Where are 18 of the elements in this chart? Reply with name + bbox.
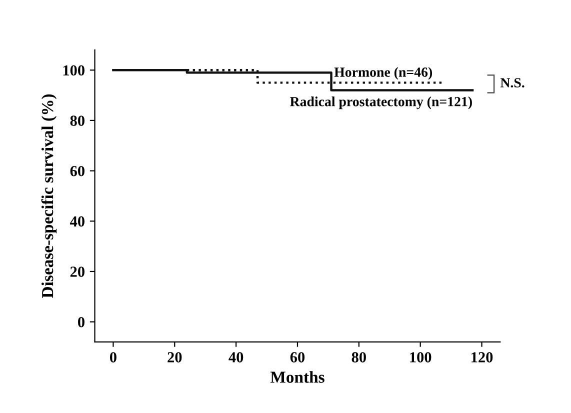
y-tick-label: 0	[78, 316, 84, 328]
text: N.S.	[500, 78, 524, 88]
x-tick-label: 40	[228, 352, 244, 362]
x-tick-label: 120	[472, 352, 493, 362]
y-axis-title: Disease-specific survival (%)	[41, 94, 57, 298]
x-tick-label: 60	[290, 352, 305, 362]
y-tick-label: 20	[70, 266, 84, 277]
x-tick-label: 100	[410, 352, 432, 362]
x-tick-label: 0	[110, 352, 116, 362]
y-tick-label: 60	[70, 166, 84, 176]
y-tick-label: 40	[70, 216, 84, 227]
y-tick-label: 100	[63, 65, 84, 76]
y-tick-label: 80	[70, 116, 84, 126]
x-tick-label: 80	[352, 352, 366, 362]
x-axis-title: Months	[270, 371, 324, 383]
series-label: Radical prostatectomy (n=121)	[290, 96, 472, 110]
x-tick-label: 20	[168, 352, 182, 362]
series-label: Hormone (n=46)	[334, 67, 432, 80]
